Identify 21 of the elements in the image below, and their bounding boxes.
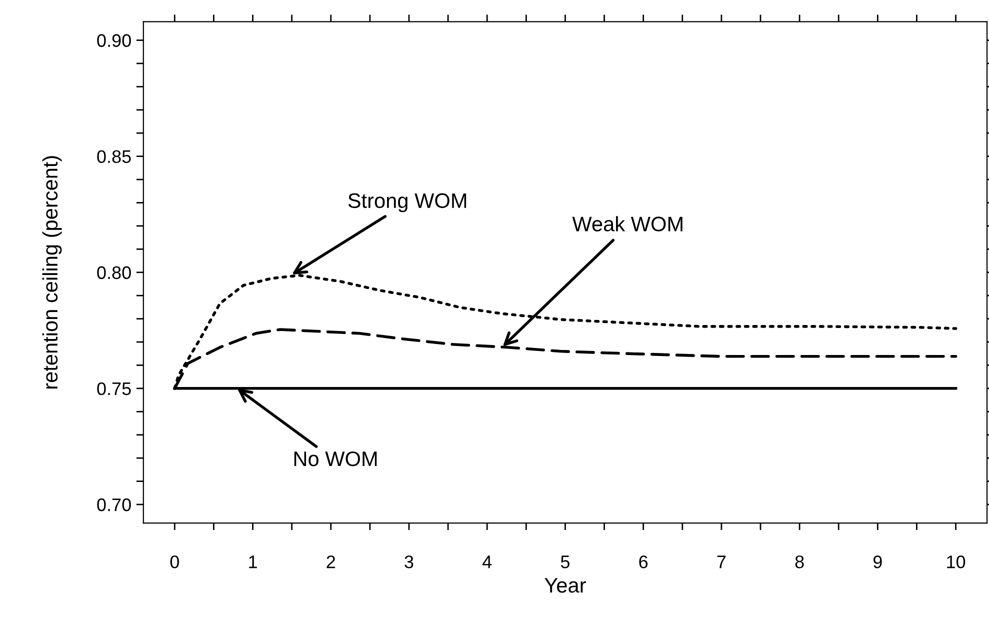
x-tick-label: 2 [326, 555, 335, 568]
x-tick-label: 9 [873, 555, 882, 568]
annotation: Strong WOM [348, 193, 466, 212]
annotation: No WOM [294, 451, 377, 466]
y-tick-label: 0.80 [97, 266, 131, 280]
x-tick-label: 0 [170, 555, 179, 568]
y-tick-label: 0.70 [97, 498, 131, 512]
x-tick-label: 6 [639, 555, 648, 568]
x-tick-label: 5 [560, 556, 570, 568]
x-tick-label: 1 [249, 556, 257, 568]
annotation: Weak WOM [572, 216, 682, 232]
x-tick-label: 4 [482, 556, 492, 568]
y-tick-label: 0.90 [97, 34, 131, 47]
x-tick-label: 7 [717, 556, 726, 568]
x-tick-label: 8 [795, 555, 804, 568]
y-tick-label: 0.75 [97, 382, 131, 396]
x-tick-label: 3 [404, 555, 414, 568]
x-axis-title: Year [544, 578, 586, 593]
y-axis-title: retention ceiling (percent) [42, 156, 62, 389]
x-tick-label: 10 [947, 555, 966, 568]
y-tick-label: 0.85 [97, 150, 131, 164]
